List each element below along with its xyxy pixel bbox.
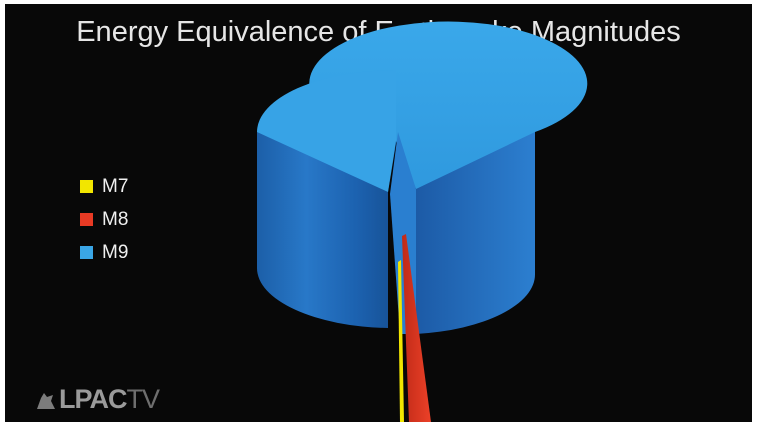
legend-item-m8: M8 bbox=[80, 203, 128, 236]
legend-swatch-m8 bbox=[80, 213, 93, 226]
legend-label-m9: M9 bbox=[102, 241, 129, 263]
m9-cylinder-top bbox=[309, 21, 588, 189]
m7-wedge bbox=[398, 260, 404, 422]
m9-volume bbox=[256, 21, 588, 334]
chart-figure bbox=[256, 21, 588, 422]
m9-cylinder-side-right bbox=[398, 132, 536, 334]
legend-swatch-m9 bbox=[80, 246, 93, 259]
logo-text-thin: TV bbox=[126, 384, 161, 414]
m9-cylinder-top-left bbox=[257, 70, 396, 192]
legend-label-m8: M8 bbox=[102, 208, 129, 230]
logo-text-bold: LPAC bbox=[59, 384, 127, 414]
legend-item-m9: M9 bbox=[80, 236, 128, 269]
m8-wedge bbox=[402, 234, 431, 422]
m9-cylinder-side bbox=[256, 132, 398, 328]
legend-swatch-m7 bbox=[80, 180, 93, 193]
legend-item-m7: M7 bbox=[80, 170, 128, 203]
lpactv-logo: LPAC TV bbox=[35, 384, 161, 415]
legend-label-m7: M7 bbox=[102, 175, 129, 197]
video-frame: Energy Equivalence of Earthquake Magnitu… bbox=[5, 4, 752, 422]
wolf-silhouette-icon bbox=[37, 392, 55, 409]
chart-legend: M7 M8 M9 bbox=[80, 170, 128, 269]
